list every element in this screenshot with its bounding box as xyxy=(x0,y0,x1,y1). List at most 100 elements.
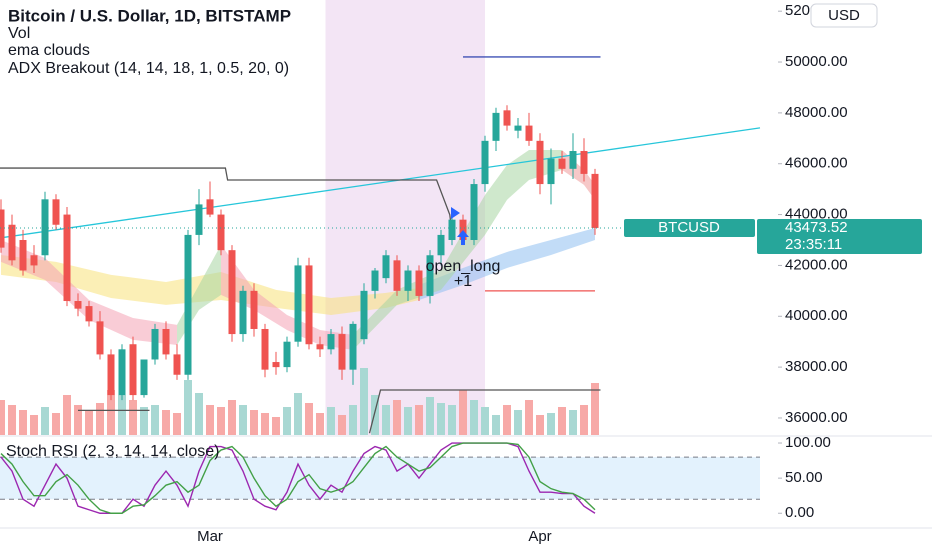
y-tick-label: 100.00 xyxy=(785,434,831,451)
indicator-label: ema clouds xyxy=(8,42,90,59)
volume-bar xyxy=(85,410,93,435)
volume-bar xyxy=(481,407,489,435)
candle-body xyxy=(448,219,456,240)
candle-body xyxy=(558,158,566,169)
candle-body xyxy=(481,140,489,185)
volume-bar xyxy=(536,415,544,435)
candle-body xyxy=(118,349,126,396)
candle-body xyxy=(206,199,214,215)
candle-body xyxy=(569,151,577,169)
candle-body xyxy=(547,158,555,185)
y-tick-label: 36000.00 xyxy=(785,409,848,426)
volume-bar xyxy=(415,405,423,435)
volume-bar xyxy=(459,390,467,435)
candle-body xyxy=(492,112,500,141)
signal-qty: +1 xyxy=(454,273,472,290)
candle-body xyxy=(96,321,104,355)
x-tick-label: Mar xyxy=(197,528,223,545)
price-pane: open_long+1 xyxy=(0,56,761,435)
volume-bar xyxy=(217,407,225,435)
volume-bar xyxy=(404,407,412,435)
volume-bar xyxy=(63,395,71,435)
y-tick-label: 50000.00 xyxy=(785,53,848,70)
indicator-line xyxy=(0,127,761,239)
candle-body xyxy=(470,184,478,240)
candle-body xyxy=(261,328,269,370)
candle-body xyxy=(316,344,324,350)
candle-body xyxy=(217,214,225,251)
y-tick-label: 38000.00 xyxy=(785,358,848,375)
candle-body xyxy=(426,255,434,296)
volume-bar xyxy=(426,397,434,435)
indicator-label: Vol xyxy=(8,25,30,42)
oscillator-pane xyxy=(0,442,760,514)
candle-body xyxy=(173,354,181,375)
volume-bar xyxy=(250,410,258,435)
volume-bar xyxy=(283,407,291,435)
candle-body xyxy=(228,250,236,335)
ema-cloud xyxy=(1,240,177,345)
volume-bar xyxy=(129,400,137,435)
candle-body xyxy=(151,328,159,360)
volume-bar xyxy=(569,410,577,435)
candle-body xyxy=(129,344,137,396)
volume-bar xyxy=(8,405,16,435)
candle-body xyxy=(580,151,588,174)
overlay-layer: Bitcoin / U.S. Dollar, 1D, BITSTAMP Vol … xyxy=(6,3,922,460)
currency-button[interactable] xyxy=(810,3,878,28)
candle-body xyxy=(30,255,38,266)
candle-body xyxy=(349,323,357,370)
candle-body xyxy=(41,199,49,256)
volume-bar xyxy=(393,400,401,435)
candle-body xyxy=(503,110,511,126)
oscillator-band xyxy=(0,457,760,500)
volume-bar xyxy=(503,405,511,435)
volume-bar xyxy=(448,405,456,435)
candle-body xyxy=(74,301,82,309)
volume-bar xyxy=(162,410,170,435)
volume-bar xyxy=(118,395,126,435)
volume-bar xyxy=(382,405,390,435)
candle-body xyxy=(8,224,16,261)
volume-bar xyxy=(437,403,445,435)
countdown-label: 23:35:11 xyxy=(785,236,842,253)
volume-bar xyxy=(96,403,104,435)
candle-body xyxy=(360,290,368,340)
signal-marker xyxy=(451,207,460,219)
y-tick-label: 42000.00 xyxy=(785,256,848,273)
volume-bar xyxy=(525,400,533,435)
candle-body xyxy=(415,270,423,296)
candle-body xyxy=(250,290,258,329)
volume-bar xyxy=(173,413,181,435)
candle-body xyxy=(327,334,335,350)
volume-bar xyxy=(272,417,280,435)
volume-bar xyxy=(338,415,346,435)
y-tick-label: 0.00 xyxy=(785,504,814,521)
volume-bar xyxy=(206,405,214,435)
volume-bar xyxy=(151,405,159,435)
indicator-line xyxy=(368,389,601,434)
candle-body xyxy=(459,219,467,240)
currency-label[interactable]: USD xyxy=(828,7,860,24)
volume-bar xyxy=(558,407,566,435)
candle-body xyxy=(162,328,170,355)
volume-bar xyxy=(514,410,522,435)
candle-body xyxy=(525,125,533,141)
candle-body xyxy=(536,140,544,185)
candle-body xyxy=(437,234,445,256)
volume-bar xyxy=(316,413,324,435)
signal-label: open_long xyxy=(426,258,501,275)
candle-body xyxy=(591,173,599,228)
indicator-label: ADX Breakout (14, 14, 18, 1, 0.5, 20, 0) xyxy=(8,60,289,77)
y-tick-label: 46000.00 xyxy=(785,155,848,172)
volume-bar xyxy=(470,400,478,435)
candle-body xyxy=(52,199,60,225)
oscillator-title: Stoch RSI (2, 3, 14, 14, close) xyxy=(6,443,219,460)
symbol-label: BTCUSD xyxy=(658,219,720,236)
price-tag xyxy=(757,218,922,254)
chart-title: Bitcoin / U.S. Dollar, 1D, BITSTAMP xyxy=(8,6,291,25)
volume-bar xyxy=(52,413,60,435)
volume-bar xyxy=(140,407,148,435)
volume-bar xyxy=(184,380,192,435)
